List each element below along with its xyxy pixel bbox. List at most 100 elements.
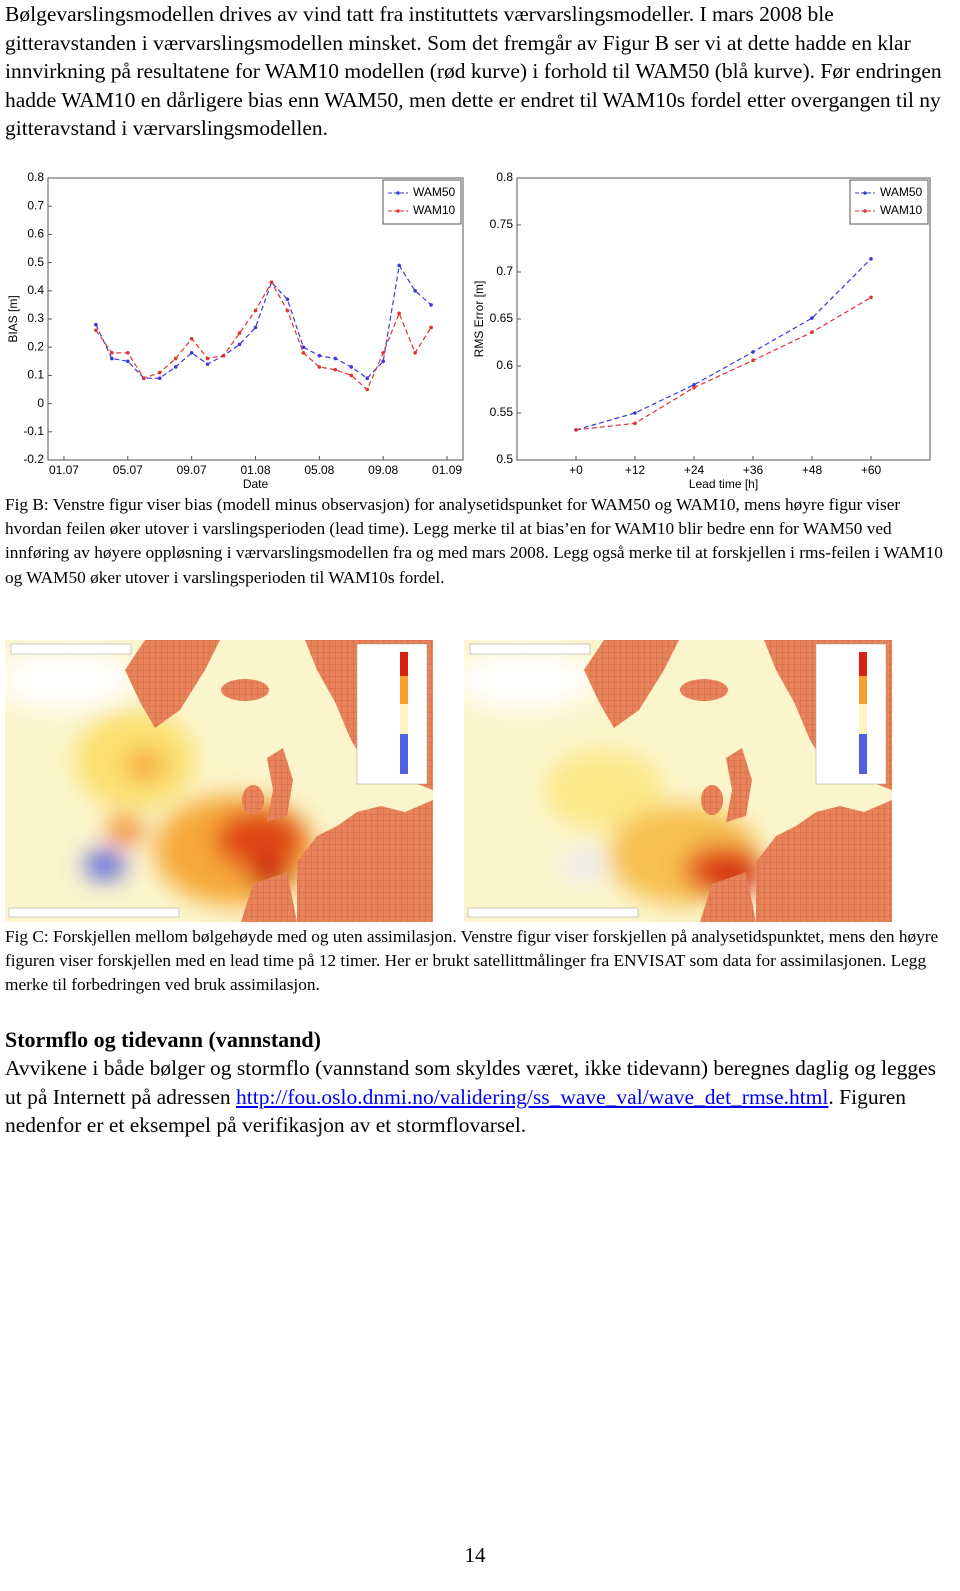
point bbox=[317, 365, 322, 369]
point bbox=[692, 383, 696, 387]
y-tick-label: 0.65 bbox=[490, 311, 514, 325]
x-axis-label: Date bbox=[243, 477, 269, 491]
point bbox=[110, 351, 114, 355]
y-tick-label: 0.75 bbox=[490, 217, 514, 231]
x-tick-label: 05.08 bbox=[304, 463, 334, 477]
series-line bbox=[575, 296, 872, 431]
point bbox=[381, 351, 385, 355]
point bbox=[189, 336, 194, 341]
page-number: 14 bbox=[464, 1543, 486, 1567]
point bbox=[237, 331, 242, 335]
point bbox=[365, 387, 370, 392]
text: . Figuren nedenfor er et eksempel på ver… bbox=[5, 1084, 907, 1138]
y-tick-label: 0.6 bbox=[496, 358, 513, 372]
x-tick-label: 05.07 bbox=[113, 463, 143, 477]
point bbox=[126, 359, 130, 364]
x-tick-label: +48 bbox=[802, 463, 823, 477]
point bbox=[173, 356, 178, 361]
legend-label: WAM50 bbox=[413, 185, 456, 199]
section-heading: Stormflo og tidevann (vannstand) bbox=[5, 1027, 321, 1052]
point bbox=[253, 308, 258, 313]
point bbox=[173, 365, 178, 369]
figure-caption: Fig C: Forskjellen mellom bølgehøyde med… bbox=[5, 927, 939, 995]
paragraph: Bølgevarslingsmodellen drives av vind ta… bbox=[5, 2, 942, 141]
x-tick-label: 01.08 bbox=[240, 463, 270, 477]
y-tick-label: 0.55 bbox=[490, 405, 514, 419]
point bbox=[126, 351, 130, 355]
legend-marker bbox=[396, 209, 400, 213]
y-tick-label: 0 bbox=[37, 396, 44, 410]
chart: -0.2 -0.1 0 0.1 0.2 0.3 0.4 0.5 0.6 0.7 0.8 01.07 05… bbox=[6, 170, 464, 491]
link[interactable]: http://fou.oslo.dnmi.no/validering/ss_wa… bbox=[236, 1084, 829, 1109]
y-tick-label: -0.2 bbox=[23, 452, 44, 466]
point bbox=[205, 356, 210, 361]
paragraph: Avvikene i både bølger og stormflo (vann… bbox=[5, 1054, 950, 1140]
point bbox=[810, 330, 814, 334]
y-tick-label: 0.2 bbox=[27, 339, 44, 353]
x-tick-label: 09.08 bbox=[368, 463, 398, 477]
legend-label: WAM50 bbox=[880, 185, 923, 199]
legend-marker bbox=[396, 191, 400, 195]
point bbox=[285, 308, 290, 313]
point bbox=[869, 295, 873, 300]
series-line bbox=[575, 258, 872, 431]
point bbox=[751, 350, 755, 354]
figure-caption: Fig B: Venstre figur viser bias (modell … bbox=[5, 495, 943, 587]
x-tick-label: +24 bbox=[684, 463, 705, 477]
y-tick-label: 0.1 bbox=[27, 368, 44, 382]
series-line bbox=[95, 281, 432, 391]
point bbox=[301, 351, 306, 355]
point bbox=[333, 367, 338, 372]
y-tick-label: 0.6 bbox=[27, 227, 44, 241]
point bbox=[692, 385, 696, 390]
y-axis-label: RMS Error [m] bbox=[472, 281, 486, 358]
point bbox=[157, 376, 162, 381]
x-tick-label: 01.09 bbox=[432, 463, 462, 477]
point bbox=[413, 351, 417, 355]
map-right bbox=[454, 640, 892, 922]
point bbox=[221, 353, 226, 358]
point bbox=[141, 376, 146, 381]
point bbox=[189, 351, 194, 355]
y-tick-label: 0.5 bbox=[496, 452, 513, 466]
point bbox=[751, 358, 755, 363]
y-tick-label: 0.8 bbox=[496, 170, 513, 184]
legend-box bbox=[382, 179, 462, 225]
point bbox=[94, 322, 98, 327]
point bbox=[633, 421, 637, 426]
y-axis-label: BIAS [m] bbox=[6, 295, 20, 342]
legend-label: WAM10 bbox=[880, 203, 923, 217]
legend-marker bbox=[863, 191, 867, 195]
maps bbox=[0, 640, 892, 922]
point bbox=[269, 280, 274, 285]
legend-box bbox=[849, 179, 929, 225]
point bbox=[869, 257, 873, 261]
y-tick-label: 0.4 bbox=[27, 283, 44, 297]
text: Avvikene i både bølger og stormflo (vann… bbox=[5, 1056, 937, 1109]
x-axis-label: Lead time [h] bbox=[689, 477, 758, 491]
legend-label: WAM10 bbox=[413, 203, 456, 217]
point bbox=[397, 311, 401, 316]
x-tick-label: 01.07 bbox=[49, 463, 79, 477]
point bbox=[381, 359, 385, 364]
y-tick-label: -0.1 bbox=[23, 424, 44, 438]
point bbox=[413, 289, 417, 293]
x-tick-label: +0 bbox=[569, 463, 583, 477]
point bbox=[317, 353, 322, 358]
y-tick-label: 0.7 bbox=[496, 264, 513, 278]
plot-area bbox=[47, 177, 464, 461]
point bbox=[633, 411, 637, 415]
point bbox=[285, 297, 290, 302]
chart: 0.5 0.55 0.6 0.65 0.7 0.75 0.8 +0 +12 +24 +36 +48 +6… bbox=[472, 170, 931, 491]
y-tick-label: 0.7 bbox=[27, 198, 44, 212]
x-tick-label: +12 bbox=[625, 463, 646, 477]
point bbox=[349, 373, 354, 378]
point bbox=[253, 325, 258, 330]
point bbox=[237, 342, 242, 347]
x-tick-label: +36 bbox=[743, 463, 764, 477]
point bbox=[397, 263, 401, 268]
point bbox=[349, 365, 354, 369]
point bbox=[157, 370, 162, 375]
point bbox=[574, 428, 578, 432]
point bbox=[429, 325, 433, 330]
